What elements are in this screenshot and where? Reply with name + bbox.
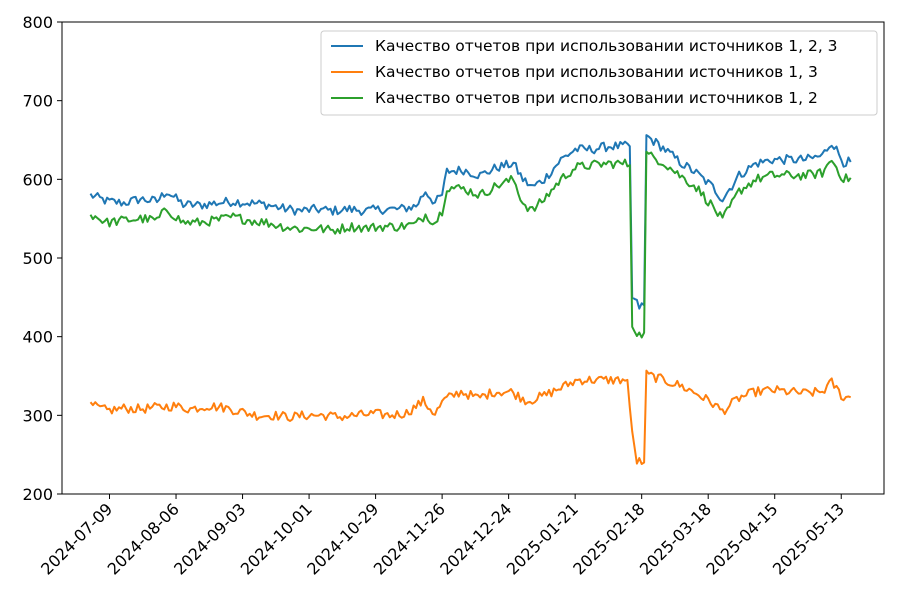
y-tick-label: 200 <box>22 485 53 504</box>
legend-label-2: Качество отчетов при использовании источ… <box>375 63 818 81</box>
y-tick-label: 400 <box>22 328 53 347</box>
legend-label-3: Качество отчетов при использовании источ… <box>375 89 818 107</box>
y-tick-label: 700 <box>22 92 53 111</box>
y-tick-label: 800 <box>22 13 53 32</box>
legend: Качество отчетов при использовании источ… <box>320 30 878 116</box>
series-line-2 <box>89 369 851 465</box>
y-tick-label: 300 <box>22 406 53 425</box>
y-tick-label: 500 <box>22 249 53 268</box>
y-tick-label: 600 <box>22 170 53 189</box>
series-layer <box>89 134 852 465</box>
series-line-3 <box>89 150 852 339</box>
legend-label-1: Качество отчетов при использовании источ… <box>375 37 838 55</box>
series-line-1 <box>89 134 852 310</box>
legend-box <box>320 30 878 116</box>
